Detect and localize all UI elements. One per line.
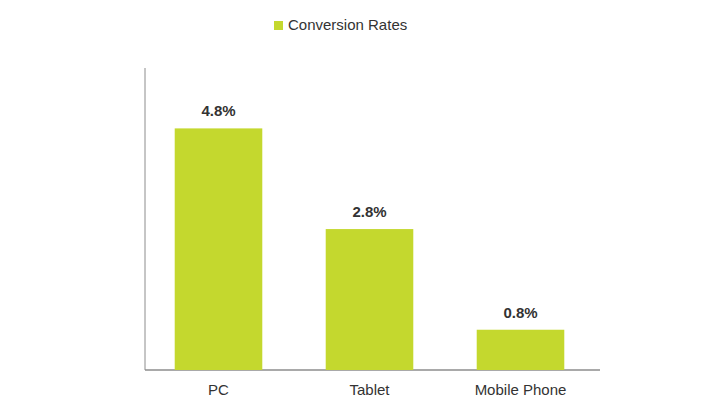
bars [175, 128, 565, 370]
bar [477, 330, 565, 370]
data-label: 0.8% [503, 304, 537, 321]
data-label: 2.8% [352, 203, 386, 220]
y-axis-line [145, 68, 146, 370]
x-tick-label: Mobile Phone [475, 381, 567, 398]
x-tick-label: Tablet [349, 381, 390, 398]
bar [326, 229, 414, 370]
legend-label: Conversion Rates [288, 16, 407, 33]
legend: Conversion Rates [274, 16, 407, 33]
x-tick-label: PC [208, 381, 229, 398]
data-label: 4.8% [201, 102, 235, 119]
legend-swatch [274, 21, 283, 30]
chart: 4.8% 2.8% 0.8% PC Tablet Mobile Phone Conversi… [0, 0, 721, 415]
bar [175, 128, 263, 370]
